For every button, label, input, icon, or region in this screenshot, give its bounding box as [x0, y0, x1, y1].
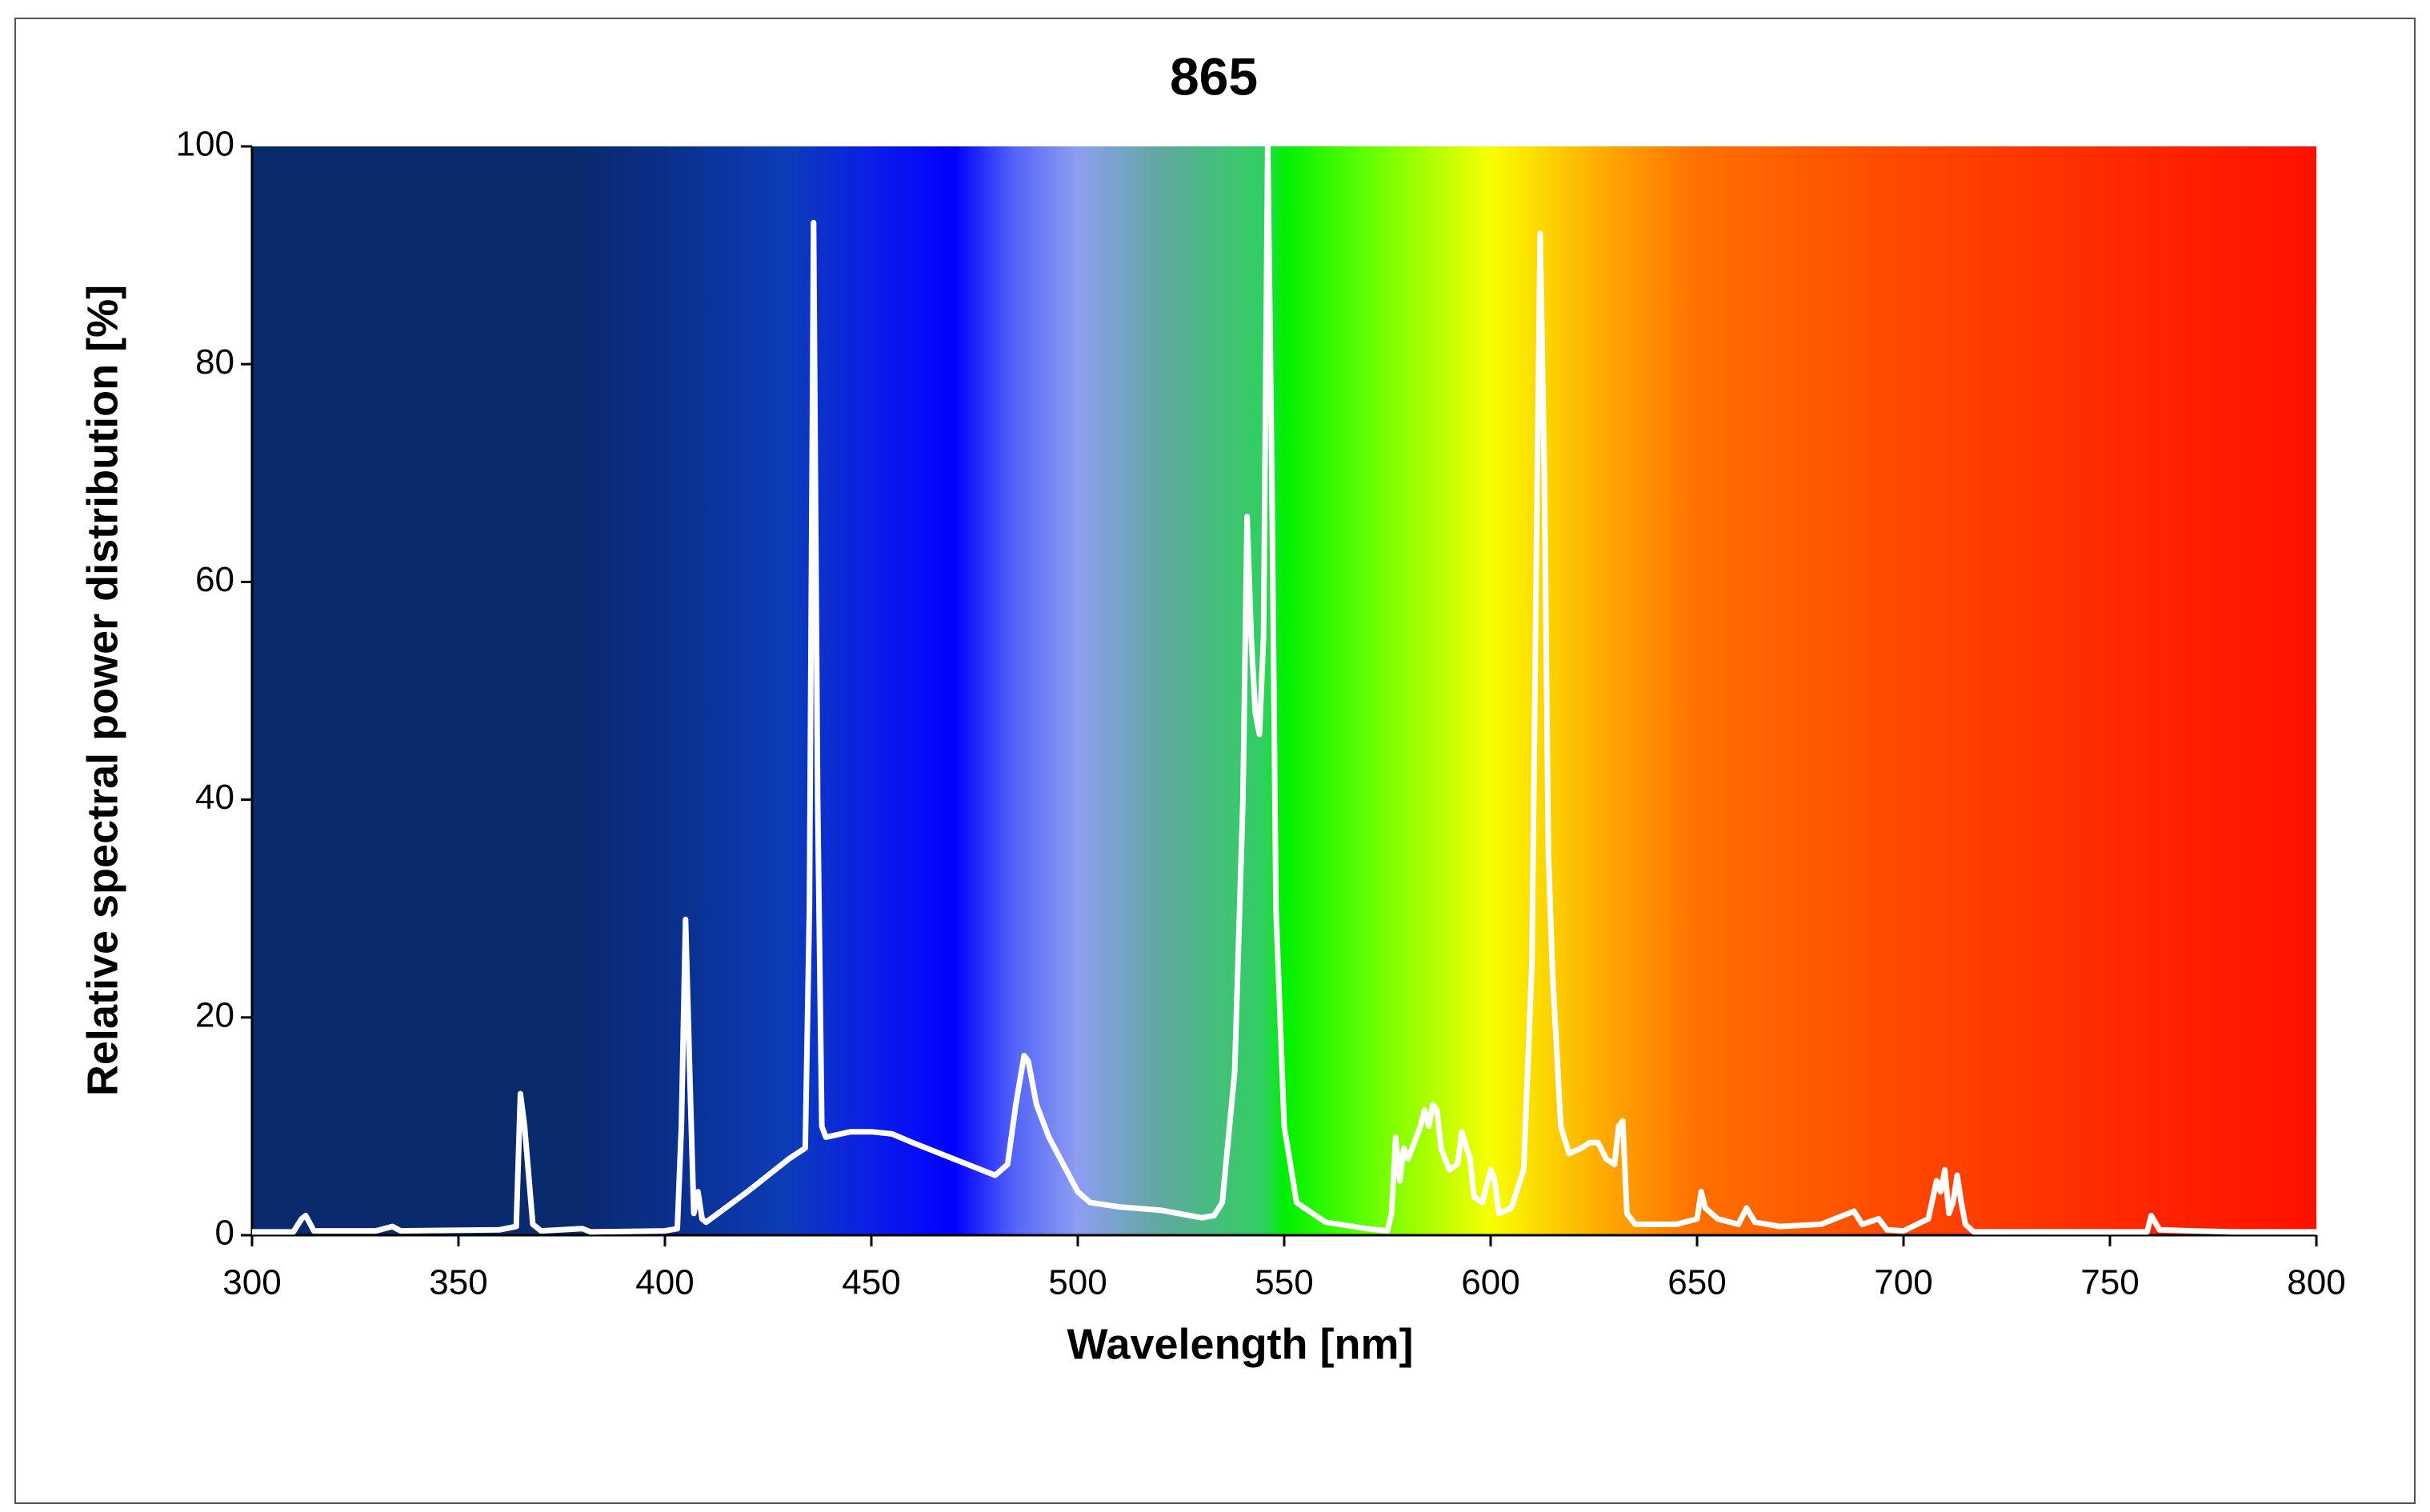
x-tick-label: 400 [635, 1263, 694, 1302]
x-tick-label: 600 [1461, 1263, 1519, 1302]
y-tick-label: 100 [176, 125, 234, 164]
x-tick-label: 500 [1048, 1263, 1107, 1302]
x-tick-label: 650 [1667, 1263, 1726, 1302]
spectrum-line [252, 143, 2316, 1235]
y-tick-label: 60 [195, 560, 234, 599]
x-tick-label: 300 [222, 1263, 281, 1302]
x-tick-label: 700 [1874, 1263, 1932, 1302]
chart-title: 865 [1170, 46, 1258, 106]
x-tick-label: 350 [429, 1263, 487, 1302]
x-tick-label: 750 [2080, 1263, 2139, 1302]
y-tick-label: 40 [195, 778, 234, 817]
x-tick-label: 450 [842, 1263, 900, 1302]
y-tick-label: 0 [215, 1214, 234, 1253]
frame [14, 18, 2416, 1504]
x-tick-label: 550 [1255, 1263, 1313, 1302]
y-tick-label: 80 [195, 342, 234, 382]
y-axis-title: Relative spectral power distribution [%] [78, 285, 126, 1096]
y-tick-label: 20 [195, 995, 234, 1034]
x-axis-title: Wavelength [nm] [1067, 1320, 1413, 1368]
x-tick-label: 800 [2287, 1263, 2345, 1302]
